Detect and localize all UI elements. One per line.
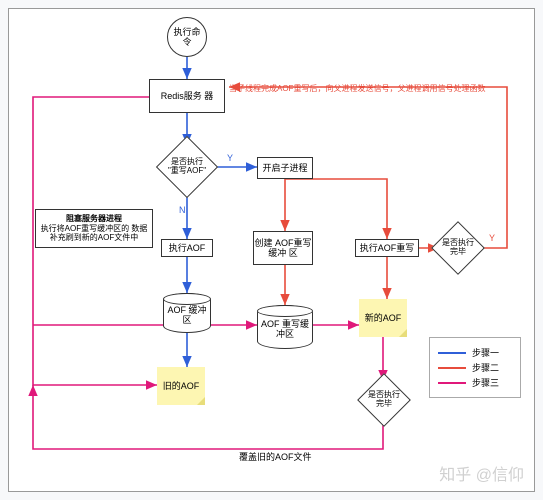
node-aof_buf: AOF 缓冲区 xyxy=(163,293,211,333)
callout-block-body: 执行将AOF重写缓冲区的 数据补充刷到新的AOF文件中 xyxy=(40,224,148,243)
callout-block-title: 阻塞服务器进程 xyxy=(40,214,148,224)
node-d_done2: 是否执行完毕 xyxy=(365,381,403,419)
edge-label-e11: Y xyxy=(489,233,495,243)
edge-label-e3: Y xyxy=(227,153,233,163)
node-overwrite: 覆盖旧的AOF文件 xyxy=(239,452,312,462)
legend-item-1: 步骤二 xyxy=(438,361,512,374)
node-d_rewrite: 是否执行 "重写AOF" xyxy=(165,145,209,189)
flowchart-canvas: Y N Y 执行命 令 Redis服务 器是否执行 "重写AOF" 开启子进程执行AOF… xyxy=(8,8,535,492)
node-create_buf: 创建 AOF重写缓冲 区 xyxy=(253,231,313,265)
node-fork: 开启子进程 xyxy=(257,157,313,179)
legend-label: 步骤一 xyxy=(472,346,499,359)
watermark: 知乎 @信仰 xyxy=(439,461,524,485)
node-rewrite_buf: AOF 重写缓冲区 xyxy=(257,305,313,349)
node-new_aof: 新的AOF xyxy=(359,299,407,337)
legend-swatch xyxy=(438,352,466,354)
node-redis: Redis服务 器 xyxy=(149,79,225,113)
node-exec_rewrite: 执行AOF重写 xyxy=(355,239,419,257)
legend: 步骤一步骤二步骤三 xyxy=(429,337,521,398)
callout-signal: 当子线程完成AOF重写后，向父进程发送信号，父进程调用信号处理函数 xyxy=(229,83,529,94)
edge-e8 xyxy=(285,179,387,239)
node-exec_aof: 执行AOF xyxy=(161,239,213,257)
legend-item-0: 步骤一 xyxy=(438,346,512,359)
legend-item-2: 步骤三 xyxy=(438,376,512,389)
legend-swatch xyxy=(438,367,466,369)
legend-label: 步骤三 xyxy=(472,376,499,389)
node-start: 执行命 令 xyxy=(167,17,207,57)
legend-swatch xyxy=(438,382,466,384)
edge-e17 xyxy=(33,385,383,449)
callout-block: 阻塞服务器进程 执行将AOF重写缓冲区的 数据补充刷到新的AOF文件中 xyxy=(35,209,153,248)
edge-label-e4: N xyxy=(179,205,186,215)
node-d_done1: 是否执行完毕 xyxy=(439,229,477,267)
node-old_aof: 旧的AOF xyxy=(157,367,205,405)
legend-label: 步骤二 xyxy=(472,361,499,374)
